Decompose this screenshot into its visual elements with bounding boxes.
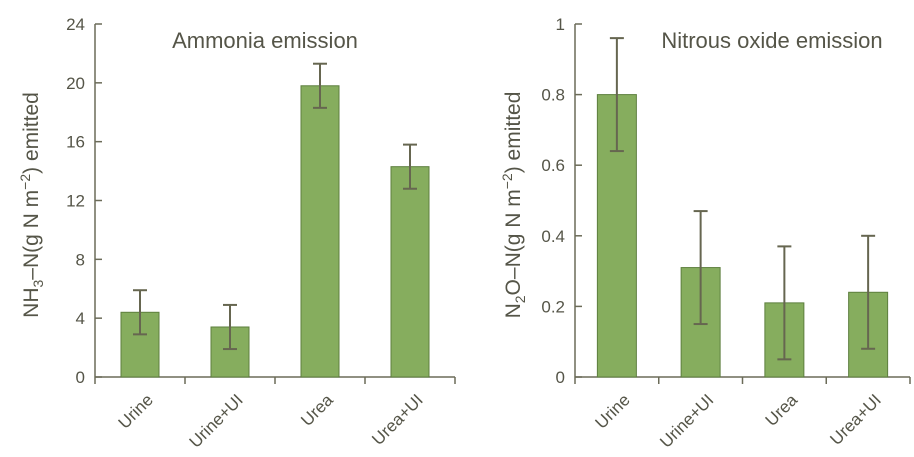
y-tick-label: 0.4 <box>541 227 565 246</box>
y-axis-label: N2O–N(g N m−2) emitted <box>499 92 528 319</box>
y-label-subscript: 2 <box>512 295 528 303</box>
y-tick-label: 0 <box>556 368 565 387</box>
x-tick-label: Urine <box>115 390 157 432</box>
y-label-part: –N(g N m <box>20 190 43 280</box>
y-label-subscript: 3 <box>30 279 46 287</box>
x-tick-label: Urea+UI <box>826 390 885 449</box>
x-tick-label: Urea <box>297 390 337 430</box>
y-tick-label: 0.8 <box>541 86 565 105</box>
error-bar <box>403 143 417 190</box>
x-tick-label: Urine+UI <box>186 390 247 451</box>
chart-title: Ammonia emission <box>172 28 358 53</box>
error-bar <box>313 62 327 109</box>
y-tick-label: 4 <box>76 309 85 328</box>
y-label-superscript: −2 <box>17 174 33 190</box>
error-bar <box>133 289 147 336</box>
y-label-part: N <box>502 303 525 318</box>
error-bar <box>861 234 876 350</box>
error-bar <box>777 245 792 361</box>
y-tick-label: 0.2 <box>541 297 565 316</box>
y-tick-label: 24 <box>66 15 85 34</box>
y-label-part: O–N(g N m <box>502 189 525 295</box>
y-tick-label: 12 <box>66 192 85 211</box>
y-tick-label: 16 <box>66 133 85 152</box>
error-bar <box>609 37 624 153</box>
y-label-part: ) emitted <box>502 92 525 174</box>
bar <box>300 85 340 378</box>
chart-title: Nitrous oxide emission <box>661 28 882 53</box>
chart-marks: 0 0.2 0.4 0.6 0.8 1 Urine Urine+UI Urea Urea+UI <box>541 15 911 452</box>
y-label-part: NH <box>20 287 43 317</box>
y-axis-label: NH3–N(g N m−2) emitted <box>17 92 46 318</box>
error-bar <box>223 303 237 351</box>
chart-marks: 0 4 8 12 16 20 24 Urine Urine+UI Urea Urea+UI <box>66 15 456 452</box>
x-tick-label: Urea+UI <box>368 390 427 449</box>
x-tick-label: Urea <box>762 390 802 430</box>
x-tick-label: Urine <box>592 390 634 432</box>
ammonia-chart: Ammonia emission NH3–N(g N m−2) emitted … <box>17 15 456 452</box>
x-tick-label: Urine+UI <box>656 390 717 451</box>
nitrous-oxide-chart: Nitrous oxide emission N2O–N(g N m−2) em… <box>499 15 911 452</box>
y-tick-label: 0 <box>76 368 85 387</box>
y-tick-label: 1 <box>556 15 565 34</box>
y-tick-label: 0.6 <box>541 156 565 175</box>
bar <box>390 166 430 378</box>
y-label-superscript: −2 <box>499 173 515 189</box>
y-tick-label: 8 <box>76 250 85 269</box>
error-bar <box>693 210 708 326</box>
bar <box>210 326 250 378</box>
y-label-part: ) emitted <box>20 92 43 174</box>
y-tick-label: 20 <box>66 74 85 93</box>
